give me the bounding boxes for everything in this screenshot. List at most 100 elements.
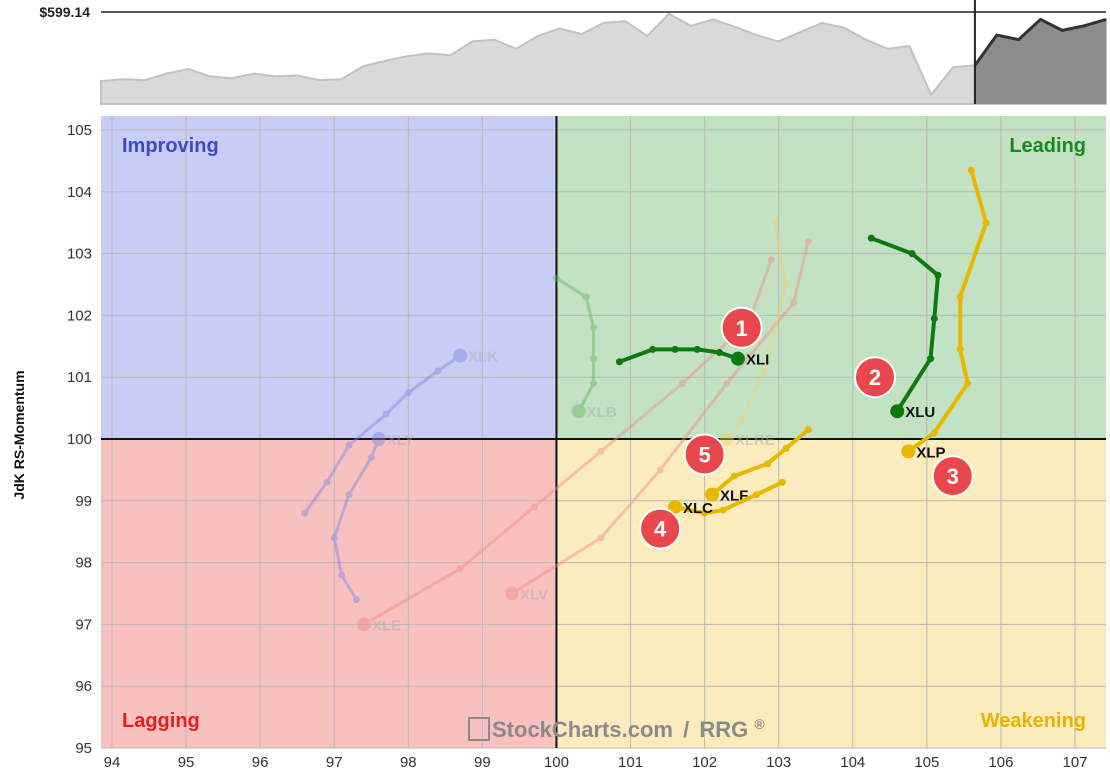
tail-point xyxy=(530,503,538,511)
tail-point xyxy=(597,534,605,542)
tail-point xyxy=(367,454,375,462)
tail-point xyxy=(738,416,746,424)
tail-head-xli xyxy=(730,351,745,366)
x-tick-label: 96 xyxy=(252,754,269,771)
y-tick-label: 97 xyxy=(75,616,92,633)
marker-number: 3 xyxy=(947,464,959,489)
tail-line-xly xyxy=(332,437,381,602)
tail-label-xli: XLI xyxy=(746,352,769,369)
tail-xlp: XLP xyxy=(901,166,990,461)
x-tick-label: 103 xyxy=(766,754,791,771)
y-tick-label: 101 xyxy=(67,369,92,386)
tail-point xyxy=(927,355,935,363)
tail-label-xlb: XLB xyxy=(587,404,617,421)
tail-point xyxy=(590,379,597,387)
watermark-logo-icon xyxy=(468,717,490,741)
tail-point xyxy=(767,256,775,264)
watermark-sep: / xyxy=(683,717,689,742)
quadrant-label-improving: Improving xyxy=(122,135,219,157)
y-tick-label: 104 xyxy=(67,184,92,201)
center-axes xyxy=(101,116,1106,748)
x-tick-label: 97 xyxy=(326,754,343,771)
tail-xlb: XLB xyxy=(552,274,617,421)
watermark: StockCharts.com / RRG ® xyxy=(468,716,765,742)
marker-1: 1 xyxy=(720,306,763,349)
tail-point xyxy=(615,358,623,366)
marker-2: 2 xyxy=(853,356,896,399)
tail-point xyxy=(678,379,686,387)
marker-circle xyxy=(639,507,682,550)
quadrant-leading xyxy=(556,116,1106,439)
tail-point xyxy=(382,410,390,418)
tail-point xyxy=(701,509,709,517)
x-tick-label: 107 xyxy=(1062,754,1087,771)
tail-point xyxy=(352,596,360,604)
tail-head-xlb xyxy=(571,404,586,419)
marker-number: 5 xyxy=(698,442,710,467)
tail-label-xlv: XLV xyxy=(520,587,548,604)
tail-point xyxy=(590,324,597,332)
tail-head-xlu xyxy=(890,404,905,419)
quadrant-label-leading: Leading xyxy=(1009,135,1086,157)
tail-point xyxy=(671,345,679,353)
marker-5: 5 xyxy=(683,433,726,476)
marker-number: 1 xyxy=(736,316,748,341)
price-line-current xyxy=(973,17,1107,67)
quadrant-label-lagging: Lagging xyxy=(122,710,200,732)
tail-label-xlre: XLRE xyxy=(735,432,775,449)
marker-number: 2 xyxy=(869,365,881,390)
tail-point xyxy=(908,250,916,258)
x-tick-label: 94 xyxy=(104,754,121,771)
tail-line-xlk xyxy=(303,354,462,515)
grid xyxy=(101,116,1106,749)
price-area xyxy=(100,12,1107,105)
quadrant-lagging xyxy=(101,439,557,748)
y-tick-label: 105 xyxy=(67,122,92,139)
tail-point xyxy=(656,466,664,474)
tail-head-xly xyxy=(371,432,386,446)
tail-head-xlre xyxy=(719,432,734,446)
tail-point xyxy=(760,367,768,375)
quadrant-backgrounds xyxy=(101,116,1106,748)
tail-xly: XLY xyxy=(330,432,414,604)
tail-head-xle xyxy=(356,617,371,632)
watermark-brand: StockCharts.com xyxy=(492,717,673,742)
tail-point xyxy=(752,491,760,499)
tail-point xyxy=(719,506,727,514)
tail-point xyxy=(330,534,338,542)
tail-point xyxy=(693,345,701,353)
tail-point xyxy=(715,348,723,356)
x-tick-label: 102 xyxy=(692,754,717,771)
x-tick-label: 98 xyxy=(400,754,417,771)
tail-point xyxy=(956,345,964,353)
tail-head-xlf xyxy=(705,487,720,502)
quadrant-improving xyxy=(101,116,557,439)
marker-number: 4 xyxy=(654,517,667,542)
tail-point xyxy=(338,571,346,579)
tail-point xyxy=(778,478,786,486)
x-tick-label: 101 xyxy=(618,754,643,771)
marker-circle xyxy=(720,306,763,349)
marker-circle xyxy=(683,433,726,476)
marker-4: 4 xyxy=(639,507,682,550)
tail-point xyxy=(804,237,812,245)
tail-label-xlu: XLU xyxy=(905,404,935,421)
tail-point xyxy=(982,219,990,227)
tail-point xyxy=(590,355,597,363)
price-label: $599.14 xyxy=(39,4,90,20)
y-axis-label: JdK RS-Momentum xyxy=(11,370,27,499)
y-tick-label: 96 xyxy=(75,678,92,695)
tail-point xyxy=(582,293,590,301)
tail-head-xlp xyxy=(901,444,916,459)
tail-xlv: XLV xyxy=(505,237,812,604)
tail-head-xlv xyxy=(505,586,520,601)
y-tick-label: 102 xyxy=(67,307,92,324)
tail-line-xlb xyxy=(555,276,595,413)
tail-point xyxy=(301,509,309,517)
quadrant-weakening xyxy=(556,439,1106,748)
tail-xlk: XLK xyxy=(301,348,498,517)
y-tick-label: 103 xyxy=(67,246,92,263)
tail-point xyxy=(930,429,938,437)
tail-point xyxy=(345,441,353,449)
